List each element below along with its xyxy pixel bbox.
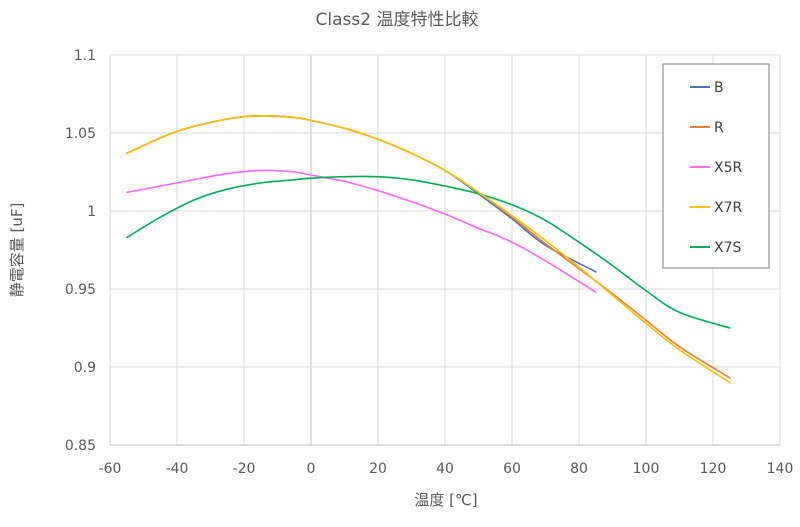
x-tick-label: 40 [436,461,454,477]
x-tick-label: 100 [633,461,660,477]
legend: B R X5R X7R X7S [662,63,770,269]
series-line-r [126,114,731,379]
series-line-x7s [126,175,731,329]
series-line-b [126,114,597,273]
y-tick-label: 0.95 [65,282,96,298]
x-tick-label: 120 [700,461,727,477]
x-tick-label: 20 [369,461,387,477]
legend-label: X5R [714,160,742,176]
legend-label: X7R [714,200,742,216]
x-tick-label: -40 [166,461,189,477]
y-tick-label: 0.9 [74,360,96,376]
series-line-x5r [126,169,597,293]
legend-label: R [714,120,724,136]
x-axis-label: 温度 [℃] [414,491,477,509]
x-tick-label: -20 [233,461,256,477]
tick-labels: -60 -40 -20 0 20 40 60 80 100 120 140 0.85 0.9 0.95 1 1… [65,48,794,477]
x-tick-label: 0 [307,461,316,477]
y-tick-label: 0.85 [65,438,96,454]
y-tick-label: 1 [87,204,96,220]
y-axis-label: 静電容量 [uF] [8,203,26,298]
series-line-x7r [126,114,731,384]
grid [109,54,781,446]
legend-label: X7S [714,240,741,256]
y-tick-label: 1.1 [74,48,96,64]
x-tick-label: 140 [767,461,794,477]
chart-title: Class2 温度特性比較 [316,10,479,30]
legend-label: B [714,80,724,96]
x-tick-label: -60 [99,461,122,477]
y-tick-label: 1.05 [65,126,96,142]
series-lines [126,114,731,384]
legend-box [662,63,770,269]
x-tick-label: 80 [570,461,588,477]
x-tick-label: 60 [503,461,521,477]
